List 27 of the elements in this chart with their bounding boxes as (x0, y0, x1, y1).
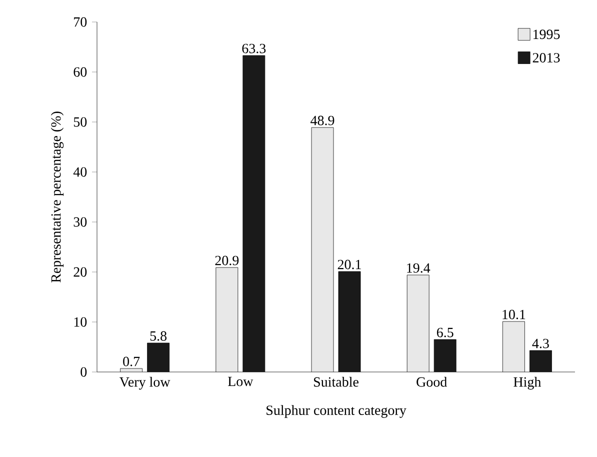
y-tick-label: 50 (74, 117, 87, 127)
x-tick-label: Low (228, 376, 254, 386)
x-tick-label: Good (416, 376, 447, 387)
data-label: 19.4 (407, 263, 430, 273)
x-tick-label: High (514, 376, 542, 390)
data-label: 5.8 (150, 331, 167, 341)
data-label: 20.1 (338, 260, 361, 270)
y-tick-label: 10 (74, 317, 87, 327)
data-label: 48.9 (310, 116, 334, 126)
y-tick-label: 70 (74, 17, 87, 27)
legend-label: 1995 (533, 30, 560, 40)
data-label: 6.5 (436, 328, 454, 338)
data-label: 63.3 (242, 44, 266, 54)
data-label: 0.7 (123, 356, 140, 366)
y-tick-label: 40 (73, 167, 87, 177)
x-tick-label: Suitable (314, 376, 358, 387)
data-label: 10.1 (502, 310, 526, 320)
x-tick-label: Very low (119, 376, 170, 390)
legend-label: 2013 (532, 53, 560, 62)
y-tick-label: 0 (80, 367, 87, 377)
y-tick-label: 60 (74, 67, 87, 77)
data-label: 4.3 (532, 338, 549, 348)
y-tick-label: 20 (74, 267, 87, 277)
y-tick-label: 30 (74, 217, 87, 227)
data-label: 20.9 (215, 256, 239, 266)
y-axis-title: Representative percentage (%) (50, 112, 64, 282)
x-axis-title: Sulphur content category (266, 405, 406, 418)
